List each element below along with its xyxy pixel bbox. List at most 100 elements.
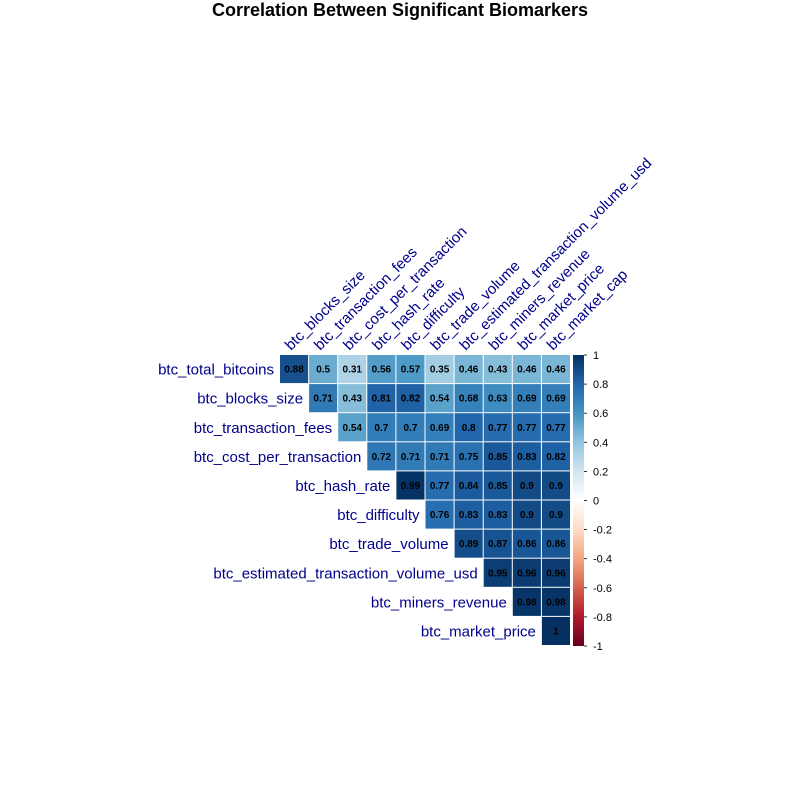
cell-value-label: 0.31 — [343, 365, 363, 376]
heatmap-cell — [541, 500, 570, 529]
cell-value-label: 0.69 — [430, 423, 450, 434]
cell-value-label: 0.7 — [374, 423, 388, 434]
heatmap-cell — [483, 471, 512, 500]
cell-value-label: 0.86 — [517, 539, 537, 550]
cell-value-label: 0.89 — [459, 539, 479, 550]
cell-value-label: 0.71 — [313, 394, 333, 405]
cell-value-label: 0.5 — [316, 365, 330, 376]
cell-value-label: 0.54 — [343, 423, 363, 434]
cell-value-label: 0.8 — [462, 423, 476, 434]
heatmap-cell — [483, 384, 512, 413]
heatmap-cell — [541, 616, 570, 645]
heatmap-cell — [512, 529, 541, 558]
cell-value-label: 0.98 — [546, 597, 566, 608]
heatmap-cell — [483, 413, 512, 442]
colorbar-tick-label: 0.4 — [593, 437, 608, 449]
cell-value-label: 0.43 — [343, 394, 363, 405]
row-labels: btc_total_bitcoins btc_blocks_size btc_tra… — [158, 362, 536, 641]
cell-value-label: 0.77 — [517, 423, 537, 434]
cell-value-label: 0.71 — [430, 452, 450, 463]
heatmap-cell — [454, 500, 483, 529]
heatmap-cell — [541, 471, 570, 500]
heatmap-cell — [512, 384, 541, 413]
heatmap-cell — [541, 413, 570, 442]
colorbar-tick-label: 1 — [593, 350, 599, 362]
cell-value-label: 0.83 — [488, 510, 508, 521]
cell-value-label: 0.96 — [546, 568, 566, 579]
heatmap-cell — [512, 413, 541, 442]
cell-value-label: 0.9 — [549, 510, 563, 521]
cell-value-label: 0.87 — [488, 539, 508, 550]
heatmap-cell — [512, 558, 541, 587]
heatmap-cell — [396, 442, 425, 471]
colorbar-tick-label: -1 — [593, 641, 603, 653]
cell-value-label: 0.96 — [517, 568, 537, 579]
cell-value-label: 0.46 — [459, 365, 479, 376]
row-label: btc_miners_revenue — [371, 594, 507, 611]
heatmap-cell — [338, 355, 367, 384]
heatmap-cell — [367, 442, 396, 471]
cell-value-label: 1 — [553, 626, 559, 637]
cell-value-label: 0.77 — [488, 423, 508, 434]
cell-value-label: 0.81 — [372, 394, 392, 405]
cell-value-label: 0.83 — [517, 452, 537, 463]
colorbar-tick-label: 0.8 — [593, 379, 608, 391]
heatmap-cell — [483, 529, 512, 558]
colorbar-tick-label: 0.2 — [593, 466, 608, 478]
heatmap-cell — [309, 355, 338, 384]
row-label: btc_trade_volume — [329, 536, 448, 553]
cell-value-label: 0.99 — [401, 481, 421, 492]
heatmap-cell — [454, 413, 483, 442]
heatmap-cell — [396, 471, 425, 500]
heatmap-cell — [541, 529, 570, 558]
heatmap-cell — [396, 384, 425, 413]
heatmap-cell — [309, 384, 338, 413]
cell-value-label: 0.82 — [401, 394, 421, 405]
heatmap-cell — [483, 558, 512, 587]
heatmap-cell — [541, 558, 570, 587]
cell-value-label: 0.9 — [520, 510, 534, 521]
cell-value-label: 0.75 — [459, 452, 479, 463]
heatmap-cell — [425, 355, 454, 384]
colorbar-tick-label: -0.4 — [593, 554, 612, 566]
cell-value-label: 0.69 — [517, 394, 537, 405]
heatmap-cell — [367, 384, 396, 413]
cell-value-label: 0.68 — [459, 394, 479, 405]
cell-value-label: 0.54 — [430, 394, 450, 405]
column-labels: btc_blocks_sizebtc_transaction_feesbtc_c… — [282, 155, 656, 354]
cell-value-label: 0.86 — [546, 539, 566, 550]
heatmap-cell — [367, 355, 396, 384]
cell-value-label: 0.84 — [459, 481, 479, 492]
colorbar-tick-label: -0.2 — [593, 525, 612, 537]
heatmap-cell — [541, 442, 570, 471]
chart-title: Correlation Between Significant Biomarke… — [212, 0, 588, 20]
cell-value-label: 0.57 — [401, 365, 421, 376]
heatmap-cell — [367, 413, 396, 442]
heatmap-cell — [425, 500, 454, 529]
cell-value-label: 0.9 — [520, 481, 534, 492]
row-label: btc_hash_rate — [295, 478, 390, 495]
row-label: btc_estimated_transaction_volume_usd — [213, 565, 477, 582]
cell-value-label: 0.82 — [546, 452, 566, 463]
colorbar-tick-label: 0 — [593, 496, 599, 508]
heatmap-cell — [338, 384, 367, 413]
heatmap-cell — [541, 384, 570, 413]
heatmap-cell — [338, 413, 367, 442]
colorbar-gradient — [573, 355, 584, 646]
heatmap-cell — [483, 355, 512, 384]
row-label: btc_blocks_size — [197, 391, 303, 408]
cell-value-label: 0.83 — [459, 510, 479, 521]
heatmap-cell — [454, 384, 483, 413]
heatmap-cell — [454, 471, 483, 500]
row-label: btc_total_bitcoins — [158, 362, 274, 379]
colorbar-tick-label: 0.6 — [593, 408, 608, 420]
heatmap-cell — [541, 587, 570, 616]
cell-value-label: 0.43 — [488, 365, 508, 376]
cell-value-label: 0.88 — [284, 365, 304, 376]
cell-value-label: 0.9 — [549, 481, 563, 492]
colorbar-tick-label: -0.6 — [593, 583, 612, 595]
cell-value-label: 0.77 — [430, 481, 450, 492]
cell-value-label: 0.71 — [401, 452, 421, 463]
cell-value-label: 0.85 — [488, 452, 508, 463]
